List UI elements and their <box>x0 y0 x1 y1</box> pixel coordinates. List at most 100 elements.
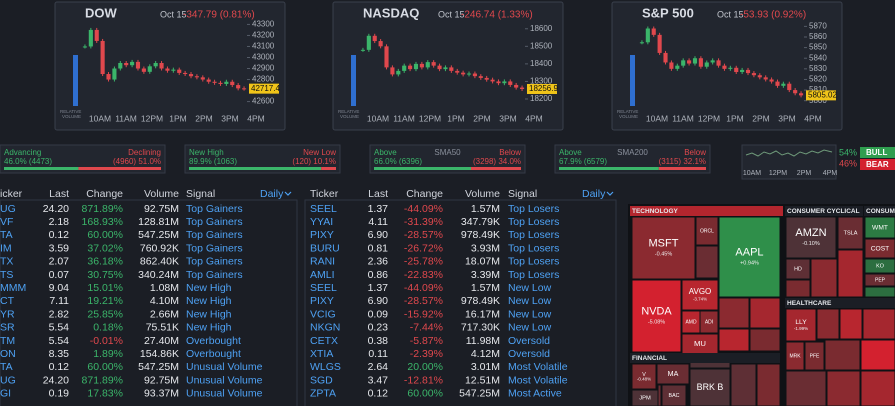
candle <box>692 58 698 64</box>
table-cell[interactable]: Unusual Volume <box>186 361 263 373</box>
ticker-link[interactable]: YYAI <box>310 216 333 228</box>
ticker-link[interactable]: WLGS <box>310 361 341 373</box>
ticker-link[interactable]: TA <box>0 229 13 241</box>
table-cell[interactable]: Top Gainers <box>186 216 243 228</box>
ticker-link[interactable]: TA <box>0 361 13 373</box>
ticker-link[interactable]: RANI <box>310 256 335 268</box>
table-cell[interactable]: New Low <box>508 322 552 334</box>
heatmap-tile[interactable] <box>718 216 781 298</box>
ticker-link[interactable]: TM <box>0 335 15 347</box>
ticker-link[interactable]: CETX <box>310 335 338 347</box>
heatmap-tile[interactable] <box>699 310 719 334</box>
table-cell[interactable]: Top Gainers <box>186 269 243 281</box>
heatmap-tile[interactable] <box>695 216 719 246</box>
y-tick-label: 5830 <box>809 64 827 73</box>
heatmap-tile[interactable] <box>656 363 690 385</box>
ticker-link[interactable]: SGD <box>310 374 333 386</box>
table-cell[interactable]: New High <box>186 282 232 294</box>
ticker-link[interactable]: ZPTA <box>310 388 336 400</box>
x-tick-label: 10AM <box>646 113 668 123</box>
table-cell[interactable]: Most Volatile <box>508 361 568 373</box>
ticker-link[interactable]: MMM <box>0 282 26 294</box>
table-cell[interactable]: Top Gainers <box>186 256 243 268</box>
table-cell[interactable]: Overbought <box>186 348 241 360</box>
ticker-link[interactable]: SEEL <box>310 282 337 294</box>
heatmap-tile[interactable] <box>631 389 659 406</box>
table-cell[interactable]: Top Losers <box>508 203 559 215</box>
table-cell[interactable]: Top Losers <box>508 242 559 254</box>
ticker-link[interactable]: SR <box>0 322 15 334</box>
ticker-link[interactable]: AMLI <box>310 269 335 281</box>
heatmap-tile[interactable] <box>785 341 805 371</box>
ticker-link[interactable]: VF <box>0 216 13 228</box>
table-cell[interactable]: Top Losers <box>508 229 559 241</box>
sector-header <box>630 206 783 216</box>
table-cell[interactable]: Top Losers <box>508 216 559 228</box>
ticker-link[interactable]: PIXY <box>310 295 334 307</box>
table-cell[interactable]: Top Losers <box>508 269 559 281</box>
table-cell[interactable]: Most Active <box>508 388 562 400</box>
heatmap-tile[interactable] <box>864 273 895 287</box>
heatmap-tile[interactable] <box>785 216 837 259</box>
period-selector[interactable]: Daily <box>582 188 606 200</box>
table-cell[interactable]: New High <box>186 322 232 334</box>
table-cell[interactable]: Unusual Volume <box>186 388 263 400</box>
table-cell[interactable]: New Low <box>508 282 552 294</box>
sector-title: FINANCIAL <box>632 355 667 362</box>
sector-title: CONSUMER CYCLICAL <box>787 208 860 215</box>
table-cell[interactable]: Oversold <box>508 348 550 360</box>
ticker-link[interactable]: PIXY <box>310 229 334 241</box>
table-cell[interactable]: Top Losers <box>508 256 559 268</box>
heatmap-tile[interactable] <box>864 258 895 274</box>
table-cell[interactable]: Top Gainers <box>186 242 243 254</box>
heatmap-tile[interactable] <box>864 238 895 259</box>
table-cell: 25.85% <box>87 308 123 320</box>
heatmap-tile[interactable] <box>681 279 719 311</box>
index-change: -246.74 (1.33%) <box>461 10 533 21</box>
ticker-link[interactable]: SEEL <box>310 203 337 215</box>
ticker-link[interactable]: GI <box>0 388 11 400</box>
table-cell[interactable]: New Low <box>508 308 552 320</box>
ticker-link[interactable]: UG <box>0 203 16 215</box>
heatmap-tile[interactable] <box>837 216 864 250</box>
table-cell[interactable]: Top Gainers <box>186 203 243 215</box>
ticker-link[interactable]: NKGN <box>310 322 340 334</box>
y-tick-label: 18300 <box>530 77 553 86</box>
table-cell[interactable]: New High <box>186 308 232 320</box>
filler-tile <box>749 328 781 352</box>
ticker-link[interactable]: ON <box>0 348 16 360</box>
table-cell: -15.92% <box>404 308 443 320</box>
ticker-link[interactable]: UG <box>0 374 16 386</box>
heatmap-tile[interactable] <box>661 384 687 406</box>
table-cell[interactable]: Overbought <box>186 335 241 347</box>
heatmap-tile[interactable] <box>864 216 895 239</box>
heatmap-tile[interactable] <box>689 368 731 406</box>
heatmap-tile[interactable] <box>631 279 682 353</box>
table-cell: 4.11 <box>368 216 388 228</box>
table-cell[interactable]: Top Gainers <box>186 229 243 241</box>
breadth-bar-right <box>78 167 161 170</box>
ticker-link[interactable]: IM <box>0 242 12 254</box>
heatmap-tile[interactable] <box>631 363 657 390</box>
table-cell[interactable]: Most Volatile <box>508 374 568 386</box>
ticker-link[interactable]: YR <box>0 308 15 320</box>
ticker-link[interactable]: VCIG <box>310 308 336 320</box>
x-tick-label: 3PM <box>499 113 516 123</box>
ticker-link[interactable]: BURU <box>310 242 340 254</box>
table-cell[interactable]: Unusual Volume <box>186 374 263 386</box>
heatmap-tile[interactable] <box>804 341 825 371</box>
heatmap-tile[interactable] <box>785 308 817 342</box>
table-header: Ticker <box>310 188 339 200</box>
period-selector[interactable]: Daily <box>260 188 284 200</box>
ticker-link[interactable]: XTIA <box>310 348 333 360</box>
tile-change: -0.45% <box>655 252 673 258</box>
ticker-link[interactable]: TS <box>0 269 13 281</box>
heatmap-tile[interactable] <box>631 216 696 280</box>
x-tick-label: 3PM <box>221 113 238 123</box>
heatmap-tile[interactable] <box>785 258 811 280</box>
table-cell[interactable]: Oversold <box>508 335 550 347</box>
ticker-link[interactable]: TX <box>0 256 13 268</box>
table-cell[interactable]: New Low <box>508 295 552 307</box>
table-cell[interactable]: New High <box>186 295 232 307</box>
ticker-link[interactable]: CT <box>0 295 15 307</box>
